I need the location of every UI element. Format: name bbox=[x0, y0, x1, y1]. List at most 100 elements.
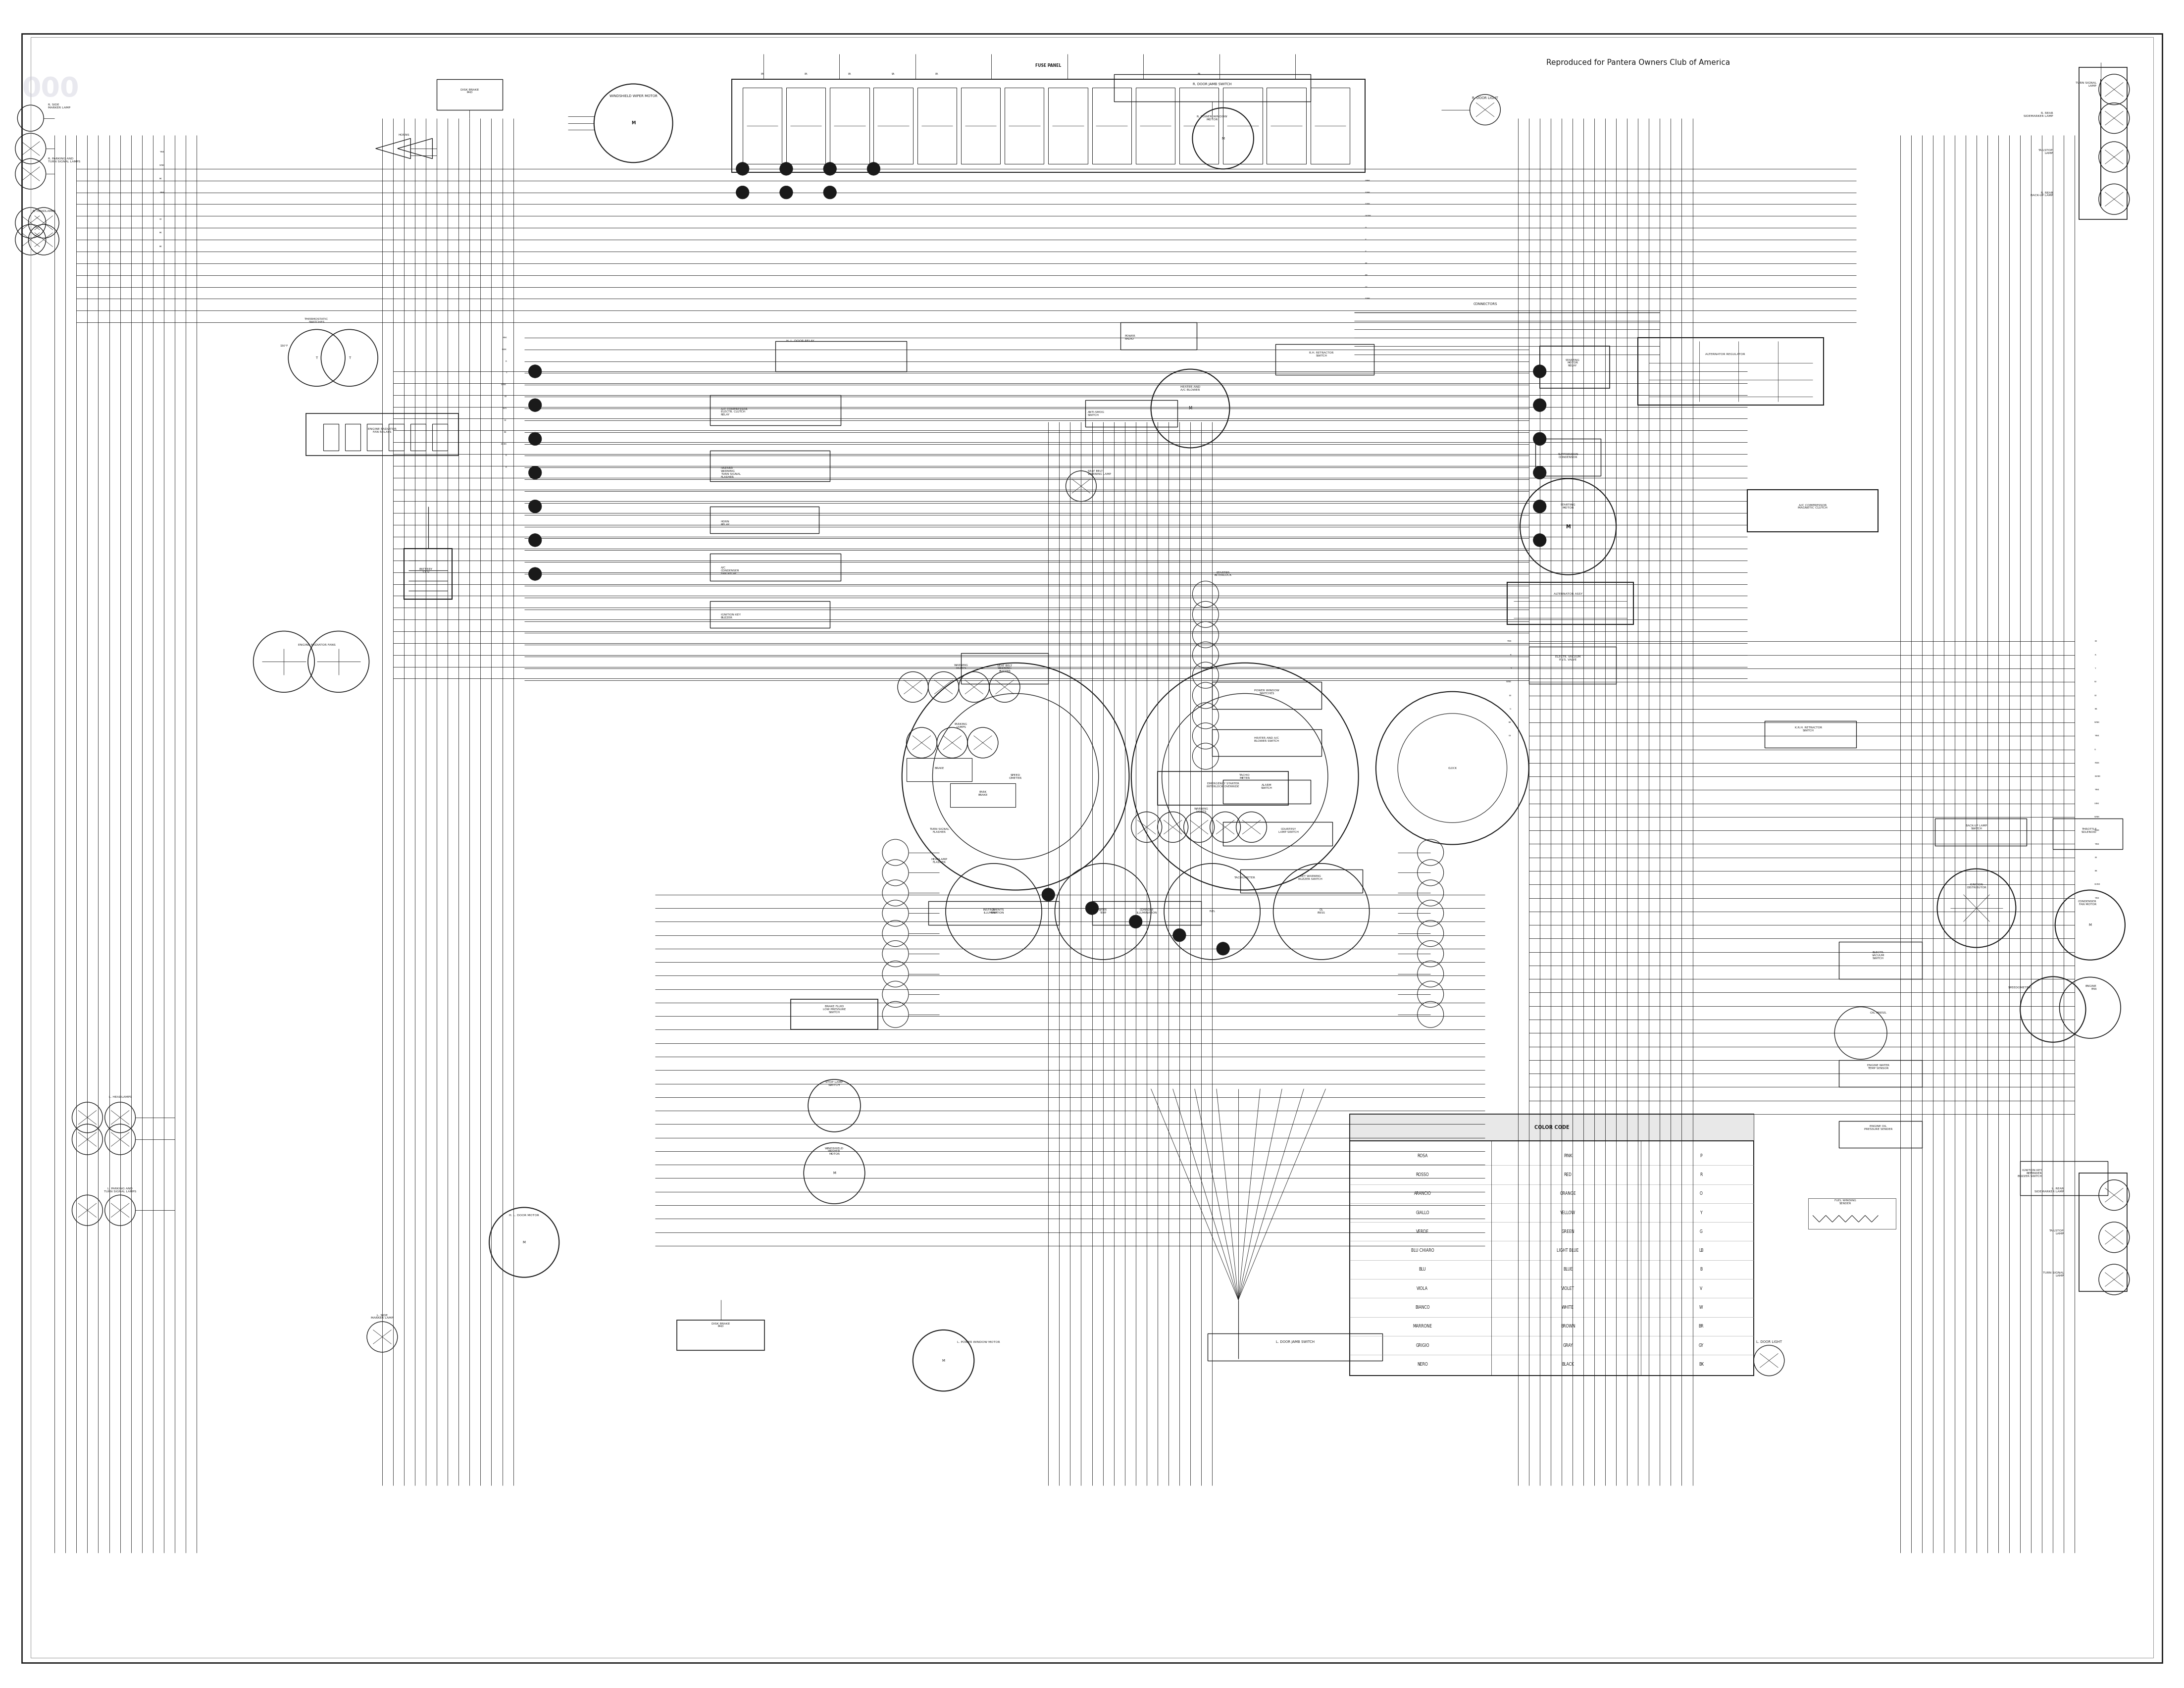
Text: 8A: 8A bbox=[760, 73, 764, 76]
Text: WINDSHIELD WIPER MOTOR: WINDSHIELD WIPER MOTOR bbox=[609, 95, 657, 98]
Bar bbox=[1808, 1198, 1896, 1229]
Text: 8A: 8A bbox=[935, 73, 939, 76]
Text: STARTING
MOTOR: STARTING MOTOR bbox=[1562, 503, 1575, 510]
Circle shape bbox=[1533, 432, 1546, 446]
Text: GY: GY bbox=[2094, 694, 2097, 697]
Circle shape bbox=[529, 533, 542, 547]
Bar bbox=[732, 79, 1365, 172]
Bar bbox=[1208, 1334, 1382, 1361]
Text: R. DOOR LIGHT: R. DOOR LIGHT bbox=[1472, 96, 1498, 100]
Text: GY: GY bbox=[505, 419, 507, 422]
Bar bbox=[1241, 869, 1363, 893]
Bar bbox=[1223, 822, 1332, 846]
Text: IGNITION KEY
REMINDER
BUZZER SWITCH: IGNITION KEY REMINDER BUZZER SWITCH bbox=[2018, 1170, 2042, 1177]
Text: SPEEDOMETER: SPEEDOMETER bbox=[2007, 986, 2031, 989]
Text: BLUE: BLUE bbox=[1564, 1268, 1572, 1271]
Text: W/BK: W/BK bbox=[2094, 721, 2099, 724]
Bar bbox=[743, 88, 782, 164]
Text: B: B bbox=[1699, 1268, 1704, 1271]
Text: L. SIDE
MARKER LAMP: L. SIDE MARKER LAMP bbox=[371, 1313, 393, 1320]
Text: WATER
TEMP: WATER TEMP bbox=[1099, 908, 1107, 915]
Text: O: O bbox=[1699, 1192, 1704, 1195]
Text: IGNITION
DISTRIBUTOR: IGNITION DISTRIBUTOR bbox=[1966, 883, 1987, 890]
Circle shape bbox=[529, 466, 542, 479]
Text: COURTESY
LAMP SWITCH: COURTESY LAMP SWITCH bbox=[1278, 827, 1299, 834]
Bar bbox=[1350, 1114, 1754, 1376]
Text: ENGINE RADIATOR FANS: ENGINE RADIATOR FANS bbox=[297, 643, 336, 647]
Bar bbox=[2079, 68, 2127, 219]
Bar bbox=[677, 1320, 764, 1350]
Text: ALTERNATOR REGULATOR: ALTERNATOR REGULATOR bbox=[1706, 353, 1745, 356]
Text: BK: BK bbox=[2094, 869, 2097, 873]
Text: H. L. DOOR MOTOR: H. L. DOOR MOTOR bbox=[509, 1214, 539, 1217]
Text: HORN
RELAY: HORN RELAY bbox=[721, 520, 729, 527]
Bar bbox=[1507, 582, 1634, 625]
Circle shape bbox=[780, 186, 793, 199]
Text: ALTERNATOR ASSY: ALTERNATOR ASSY bbox=[1553, 592, 1583, 596]
Text: GY/BK: GY/BK bbox=[2094, 883, 2101, 886]
Text: THERMOSTATIC
SWITCHES: THERMOSTATIC SWITCHES bbox=[306, 317, 328, 324]
Circle shape bbox=[780, 162, 793, 176]
Text: BACK-UP LAMP
SWITCH: BACK-UP LAMP SWITCH bbox=[1966, 824, 1987, 830]
Text: BLU: BLU bbox=[1420, 1268, 1426, 1271]
Text: GRIGIO: GRIGIO bbox=[1415, 1344, 1428, 1347]
Text: A/C COMPRESSOR
ELECTR. CLUTCH
RELAY: A/C COMPRESSOR ELECTR. CLUTCH RELAY bbox=[721, 408, 747, 415]
Text: TACHO
METER: TACHO METER bbox=[1241, 773, 1249, 780]
Text: TURN SIGNAL
FLASHER: TURN SIGNAL FLASHER bbox=[928, 827, 950, 834]
Text: POWER
RADIO: POWER RADIO bbox=[1125, 334, 1136, 341]
Bar bbox=[1048, 88, 1088, 164]
Circle shape bbox=[529, 500, 542, 513]
Text: GY: GY bbox=[1509, 734, 1511, 738]
Text: BK: BK bbox=[2094, 707, 2097, 711]
Bar bbox=[1839, 1121, 1922, 1148]
Text: GY: GY bbox=[1699, 1344, 1704, 1347]
Text: LB: LB bbox=[505, 395, 507, 398]
Circle shape bbox=[1533, 466, 1546, 479]
Text: HAZARD
WARNING
TURN SIGNAL
FLASHER: HAZARD WARNING TURN SIGNAL FLASHER bbox=[721, 468, 740, 478]
Text: ROSA: ROSA bbox=[1417, 1153, 1428, 1158]
Text: W: W bbox=[1699, 1305, 1704, 1310]
Text: 150°F: 150°F bbox=[280, 344, 288, 348]
Text: R: R bbox=[1699, 1173, 1704, 1177]
Circle shape bbox=[1533, 533, 1546, 547]
Text: Y: Y bbox=[1699, 1210, 1701, 1215]
Bar bbox=[1350, 1114, 1754, 1141]
Bar bbox=[1275, 344, 1374, 375]
Text: BK: BK bbox=[505, 430, 507, 434]
Bar bbox=[1267, 88, 1306, 164]
Text: H. L. DOOR RELAY: H. L. DOOR RELAY bbox=[786, 339, 815, 343]
Bar bbox=[432, 424, 448, 451]
Text: Y/BK: Y/BK bbox=[159, 150, 164, 154]
Text: BATTERY
12 V: BATTERY 12 V bbox=[419, 567, 432, 574]
Bar bbox=[367, 424, 382, 451]
Bar bbox=[874, 88, 913, 164]
Text: TAILSTOP
LAMP: TAILSTOP LAMP bbox=[2049, 1229, 2064, 1236]
Text: Y/BK: Y/BK bbox=[2094, 842, 2099, 846]
Text: MARRONE: MARRONE bbox=[1413, 1323, 1433, 1328]
Bar bbox=[2079, 1173, 2127, 1291]
Text: 000: 000 bbox=[22, 76, 79, 103]
Text: SPEED
OMETER: SPEED OMETER bbox=[1009, 773, 1022, 780]
Text: R.H. RETRACTOR
SWITCH: R.H. RETRACTOR SWITCH bbox=[1308, 351, 1334, 358]
Bar bbox=[1212, 729, 1321, 756]
Circle shape bbox=[1533, 365, 1546, 378]
Bar bbox=[1535, 439, 1601, 476]
Text: POWER WINDOW
SWITCHES: POWER WINDOW SWITCHES bbox=[1254, 689, 1280, 695]
Text: ELECTR. VACUUM
P.V.S. VALVE: ELECTR. VACUUM P.V.S. VALVE bbox=[1555, 655, 1581, 662]
Circle shape bbox=[1129, 915, 1142, 928]
Text: HEATER AND A/C
BLOWER SWITCH: HEATER AND A/C BLOWER SWITCH bbox=[1254, 736, 1280, 743]
Text: WHITE: WHITE bbox=[1562, 1305, 1575, 1310]
Bar bbox=[710, 506, 819, 533]
Text: ENGINE OIL
PRESSURE SENDER: ENGINE OIL PRESSURE SENDER bbox=[1863, 1124, 1894, 1131]
Text: INSTRUMENTS
ILLUMINATION: INSTRUMENTS ILLUMINATION bbox=[983, 908, 1005, 915]
Text: BROWN: BROWN bbox=[1562, 1323, 1575, 1328]
Text: GREEN: GREEN bbox=[1562, 1229, 1575, 1234]
Text: R. REAR
SIDEMARKER LAMP: R. REAR SIDEMARKER LAMP bbox=[2025, 111, 2053, 118]
Text: LB: LB bbox=[2094, 856, 2097, 859]
Text: L. DOOR JAMB SWITCH: L. DOOR JAMB SWITCH bbox=[1275, 1340, 1315, 1344]
Bar bbox=[1935, 819, 2027, 846]
Text: G/BK: G/BK bbox=[1365, 179, 1369, 182]
Text: R. SIDE
MARKER LAMP: R. SIDE MARKER LAMP bbox=[48, 103, 70, 110]
Text: CONNECTORS: CONNECTORS bbox=[1474, 302, 1496, 306]
Bar bbox=[906, 758, 972, 782]
